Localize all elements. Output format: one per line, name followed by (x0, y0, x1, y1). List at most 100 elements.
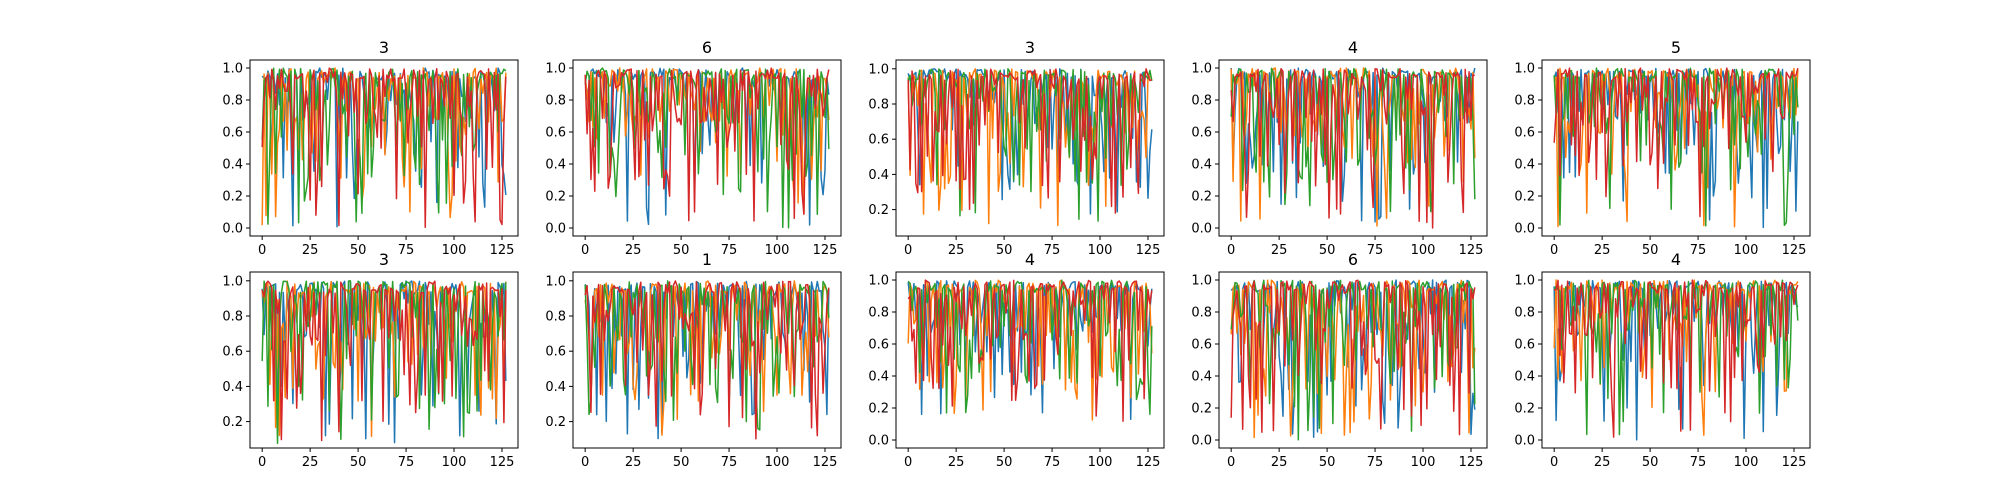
subplot-title: 6 (1348, 250, 1358, 269)
y-tick-label: 1.0 (545, 62, 566, 77)
x-tick-label: 0 (1227, 455, 1235, 470)
x-tick-label: 50 (350, 455, 367, 470)
subplot-6: 0 25 50 75 100 125 0.2 0.4 0.6 0.8 1.0 3 (222, 250, 519, 470)
subplot-title: 5 (1671, 38, 1681, 57)
x-tick-label: 100 (1411, 455, 1436, 470)
x-tick-label: 0 (258, 455, 266, 470)
y-tick-label: 0.4 (545, 380, 566, 395)
x-tick-label: 75 (1044, 455, 1061, 470)
subplot-title: 1 (702, 250, 712, 269)
y-tick-label: 0.8 (868, 306, 889, 321)
x-tick-label: 50 (1642, 243, 1659, 258)
x-tick-label: 75 (398, 455, 415, 470)
x-tick-label: 0 (581, 455, 589, 470)
y-tick-label: 0.8 (1514, 94, 1535, 109)
x-tick-label: 75 (1367, 243, 1384, 258)
y-tick-label: 1.0 (1514, 62, 1535, 77)
x-tick-label: 100 (442, 243, 467, 258)
y-tick-label: 0.0 (1514, 434, 1535, 449)
y-tick-label: 0.2 (222, 190, 243, 205)
y-tick-label: 0.2 (545, 190, 566, 205)
x-tick-label: 100 (1411, 243, 1436, 258)
y-tick-label: 0.8 (868, 98, 889, 113)
x-tick-label: 75 (721, 243, 738, 258)
subplot-3: 0 25 50 75 100 125 0.2 0.4 0.6 0.8 1.0 3 (868, 38, 1165, 258)
x-tick-label: 125 (1782, 243, 1807, 258)
series-line-1 (584, 67, 830, 226)
x-tick-label: 125 (813, 243, 838, 258)
x-tick-label: 125 (1136, 455, 1161, 470)
subplot-5: 0 25 50 75 100 125 0.0 0.2 0.4 0.6 0.8 1.0 5 (1514, 38, 1811, 258)
y-tick-label: 0.6 (868, 338, 889, 353)
x-tick-label: 75 (1044, 243, 1061, 258)
y-tick-label: 0.0 (222, 222, 243, 237)
x-tick-label: 25 (625, 243, 642, 258)
y-tick-label: 0.2 (1191, 402, 1212, 417)
x-tick-label: 25 (1271, 455, 1288, 470)
y-tick-label: 0.0 (1191, 434, 1212, 449)
subplot-8: 0 25 50 75 100 125 0.0 0.2 0.4 0.6 0.8 1.0 4 (868, 250, 1165, 470)
y-tick-label: 0.0 (1191, 222, 1212, 237)
y-tick-label: 1.0 (222, 274, 243, 289)
series-line-4 (907, 279, 1153, 422)
x-tick-label: 125 (813, 455, 838, 470)
series-line-4 (1230, 279, 1476, 436)
plot-area (584, 67, 830, 229)
subplot-7: 0 25 50 75 100 125 0.2 0.4 0.6 0.8 1.0 1 (545, 250, 842, 470)
plot-area (907, 279, 1153, 422)
x-tick-label: 25 (1594, 455, 1611, 470)
axes-frame (895, 59, 1165, 237)
y-tick-label: 0.4 (222, 158, 243, 173)
x-tick-label: 75 (721, 455, 738, 470)
series-line-4 (907, 68, 1153, 214)
x-tick-label: 0 (1550, 455, 1558, 470)
y-tick-label: 0.0 (545, 222, 566, 237)
axes-frame (895, 271, 1165, 449)
series-line-3 (907, 68, 1153, 222)
y-tick-label: 0.4 (868, 168, 889, 183)
y-tick-label: 0.4 (1191, 158, 1212, 173)
axes-frame (572, 271, 842, 449)
x-tick-label: 100 (1734, 455, 1759, 470)
y-tick-label: 0.6 (1514, 126, 1535, 141)
y-tick-label: 0.8 (1191, 306, 1212, 321)
series-line-4 (261, 280, 507, 442)
y-tick-label: 0.8 (1191, 94, 1212, 109)
y-tick-label: 0.2 (868, 402, 889, 417)
plot-area (907, 68, 1153, 227)
y-tick-label: 0.4 (222, 380, 243, 395)
subplot-2: 0 25 50 75 100 125 0.0 0.2 0.4 0.6 0.8 1.0 6 (545, 38, 842, 258)
series-line-3 (261, 280, 507, 445)
y-tick-label: 0.2 (868, 203, 889, 218)
plot-area (584, 280, 830, 440)
y-tick-label: 1.0 (545, 274, 566, 289)
y-tick-label: 1.0 (1191, 274, 1212, 289)
x-tick-label: 125 (1459, 455, 1484, 470)
plot-area (1230, 279, 1476, 441)
x-tick-label: 50 (1319, 243, 1336, 258)
subplot-9: 0 25 50 75 100 125 0.0 0.2 0.4 0.6 0.8 1.0 6 (1191, 250, 1488, 470)
x-tick-label: 75 (1690, 455, 1707, 470)
x-tick-label: 0 (904, 455, 912, 470)
x-tick-label: 50 (673, 243, 690, 258)
subplot-title: 3 (379, 38, 389, 57)
y-tick-label: 0.4 (1514, 370, 1535, 385)
axes-frame (1218, 59, 1488, 237)
y-tick-label: 1.0 (1191, 62, 1212, 77)
y-tick-label: 1.0 (1514, 274, 1535, 289)
x-tick-label: 25 (1594, 243, 1611, 258)
x-tick-label: 125 (490, 243, 515, 258)
x-tick-label: 25 (1271, 243, 1288, 258)
x-tick-label: 100 (765, 455, 790, 470)
subplot-title: 4 (1671, 250, 1681, 269)
y-tick-label: 0.0 (868, 434, 889, 449)
series-line-2 (584, 67, 830, 215)
x-tick-label: 25 (625, 455, 642, 470)
series-line-4 (1230, 67, 1475, 229)
x-tick-label: 25 (948, 455, 965, 470)
x-tick-label: 100 (1734, 243, 1759, 258)
subplot-title: 4 (1348, 38, 1358, 57)
series-line-4 (584, 67, 830, 222)
y-tick-label: 0.8 (222, 310, 243, 325)
x-tick-label: 50 (1642, 455, 1659, 470)
